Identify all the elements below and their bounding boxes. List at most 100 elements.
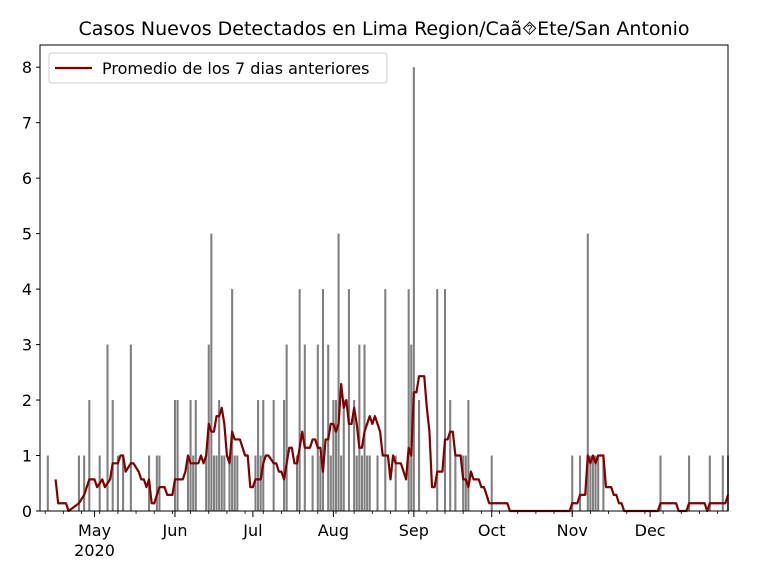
y-tick-label: 7 [22,114,32,133]
y-tick-label: 5 [22,225,32,244]
bar [46,455,49,511]
bar [155,455,158,511]
bar [77,455,80,511]
bar [192,455,195,511]
bar [449,400,452,511]
bar [334,400,338,511]
bar [337,233,340,511]
bar [205,455,208,511]
bar [319,455,322,511]
y-tick-label: 3 [22,336,32,355]
bars-layer [46,67,730,511]
bar [283,400,286,511]
bar [340,455,343,511]
bar [236,455,239,511]
bar [407,289,410,511]
bar [490,455,493,511]
legend: Promedio de los 7 dias anteriores [48,52,388,84]
bar [410,344,413,511]
chart-title: Casos Nuevos Detectados en Lima Region/C… [79,18,690,40]
bar [272,400,275,511]
bar [602,455,605,511]
bar [708,455,711,511]
bar [443,289,447,511]
plot-frame [39,44,729,512]
bar [329,455,332,511]
bar [233,455,236,511]
bar [158,455,161,511]
bar [688,455,691,511]
y-tick-label: 0 [22,502,32,521]
bar [176,400,179,511]
bar [376,455,379,511]
bar [454,455,457,511]
y-tick-label: 1 [22,447,32,466]
bar [194,400,197,511]
bar [659,455,662,511]
bar [285,344,288,511]
bar [215,455,218,511]
bar [173,400,177,511]
bar [366,455,369,511]
bar [212,455,215,511]
bar [228,455,231,511]
bar [106,344,109,511]
bar [597,455,600,511]
bar [418,400,421,511]
x-tick-label: Aug [318,521,349,540]
bar [586,233,589,511]
y-tick-label: 4 [22,280,32,299]
x-tick-label: Oct [478,521,506,540]
y-tick-label: 8 [22,58,32,77]
bar [311,455,314,511]
line-layer [54,375,730,513]
bar [462,455,465,511]
bar [129,344,132,511]
bar [384,289,387,511]
bar [342,400,345,511]
bar [122,455,125,511]
x-tick-label: Nov [557,521,588,540]
bar [254,455,257,511]
bar [394,455,397,511]
bar [88,400,91,511]
bar [578,455,582,511]
bar [368,455,371,511]
bar [464,455,467,511]
bar [111,400,114,511]
bar [347,289,350,511]
bar [321,289,325,511]
x-tick-label: Jun [162,521,188,540]
bar [316,344,319,511]
bar [360,455,363,511]
series-line-7day-average [54,375,730,513]
bar [363,344,366,511]
bar [223,455,226,511]
y-axis: 0 1 2 3 4 5 6 7 8 [22,58,40,521]
bar [436,289,439,511]
bar [186,455,190,511]
y-tick-label: 2 [22,391,32,410]
bar [298,289,301,511]
x-tick-label: May [78,521,111,540]
bar [327,344,330,511]
bar [467,400,470,511]
bar [412,67,415,511]
bar [83,455,86,511]
bar [231,289,234,511]
legend-box [48,52,388,84]
bar [220,455,223,511]
bar [591,455,595,511]
y-tick-label: 6 [22,169,32,188]
bar [295,455,299,511]
bar [332,400,335,511]
bar [303,344,306,511]
bar [571,455,574,511]
bar [116,455,119,511]
bar [589,455,592,511]
x-tick-label: Jul [242,521,262,540]
x-tick-label: Sep [399,521,429,540]
bar [189,400,192,511]
